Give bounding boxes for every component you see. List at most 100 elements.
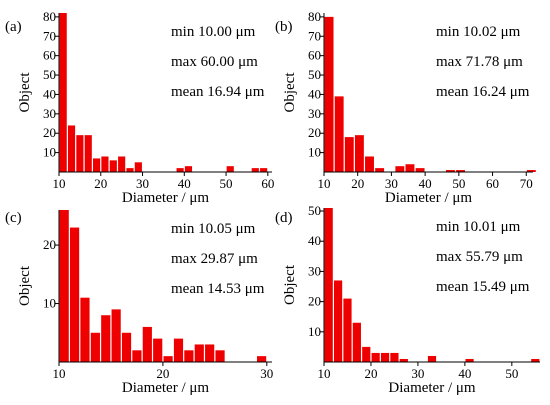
histogram-bar — [405, 164, 415, 172]
histogram-bar — [333, 280, 343, 362]
histogram-bar — [84, 135, 92, 172]
histogram-bar — [344, 137, 354, 172]
histogram-bar — [184, 166, 193, 172]
histogram-bar — [399, 358, 408, 362]
y-axis-label: Object — [282, 264, 298, 305]
histogram-bar — [176, 168, 184, 172]
histogram-bar — [526, 170, 536, 172]
x-tick-label: 10 — [53, 366, 66, 381]
x-axis-label: Diameter / μm — [122, 380, 210, 396]
panel-label: (c) — [5, 210, 22, 226]
histogram-bar — [456, 170, 465, 172]
histogram-bar — [173, 338, 184, 362]
histogram-bar — [445, 170, 455, 172]
histogram-bar — [69, 227, 80, 362]
chart-panel-1: 10 20 30 40 50 60 10 20 30 40 50 60 70 80 Diameter / μ… — [5, 9, 274, 206]
histogram-bar — [67, 125, 76, 172]
histogram-bar — [90, 332, 100, 362]
y-tick-label: 20 — [308, 294, 321, 309]
histogram-bar — [343, 298, 352, 362]
y-tick-label: 30 — [308, 106, 321, 121]
y-axis-label: Object — [17, 72, 33, 113]
y-axis-label: Object — [282, 72, 298, 113]
histogram-bar — [59, 13, 67, 172]
stat-annotation: max 55.79 μm — [436, 249, 523, 265]
stat-annotation: min 10.05 μm — [171, 221, 256, 237]
stat-annotation: mean 15.49 μm — [436, 279, 530, 295]
x-tick-label: 70 — [520, 176, 533, 191]
histogram-bar — [215, 350, 225, 362]
chart-panel-4: 10 20 30 40 50 10 20 30 40 50 Diameter / μm Object (… — [275, 203, 540, 396]
x-tick-label: 30 — [385, 176, 398, 191]
histogram-bar — [427, 355, 437, 362]
histogram-bar — [260, 168, 268, 172]
histogram-bar — [59, 210, 69, 362]
histogram-bar — [257, 356, 267, 362]
x-tick-label: 10 — [53, 176, 66, 191]
y-tick-label: 40 — [308, 86, 321, 101]
x-tick-label: 40 — [458, 366, 471, 381]
x-axis-label: Diameter / μm — [388, 380, 476, 396]
histogram-bar — [101, 315, 111, 362]
histogram-bar — [80, 297, 90, 362]
x-tick-label: 40 — [419, 176, 432, 191]
y-tick-label: 30 — [308, 263, 321, 278]
histogram-bar — [324, 16, 334, 172]
y-tick-label: 20 — [43, 125, 56, 140]
histogram-bar — [118, 156, 126, 172]
histogram-bar — [184, 350, 194, 362]
histogram-bar — [531, 358, 540, 362]
histogram-bar — [142, 326, 152, 362]
y-tick-label: 20 — [43, 237, 56, 252]
y-tick-label: 10 — [308, 324, 321, 339]
chart-panel-2: 10 20 30 40 50 60 70 10 20 30 40 50 60 70 80 Diameter /… — [275, 9, 536, 206]
y-tick-label: 10 — [43, 296, 56, 311]
x-tick-label: 30 — [411, 366, 424, 381]
histogram-bar — [395, 166, 405, 172]
y-tick-label: 80 — [43, 9, 56, 24]
y-tick-label: 20 — [308, 125, 321, 140]
y-tick-label: 60 — [43, 48, 56, 63]
histogram-bar — [375, 168, 385, 172]
histogram-bar — [76, 135, 84, 172]
y-tick-label: 40 — [43, 86, 56, 101]
histogram-bar — [465, 358, 474, 362]
histogram-bar — [251, 168, 259, 172]
y-tick-label: 50 — [308, 67, 321, 82]
histogram-bar — [365, 156, 374, 172]
y-tick-label: 10 — [308, 145, 321, 160]
histogram-bar — [226, 166, 234, 172]
x-tick-label: 30 — [136, 176, 149, 191]
x-tick-label: 50 — [452, 176, 465, 191]
histogram-bar — [134, 162, 142, 172]
histogram-bar — [205, 344, 215, 362]
histogram-bar — [415, 168, 425, 172]
histogram-bar — [132, 350, 142, 362]
panel-label: (d) — [275, 210, 293, 226]
histogram-bar — [194, 344, 204, 362]
x-axis-label: Diameter / μm — [122, 190, 210, 206]
histogram-bar — [153, 338, 163, 362]
x-tick-label: 30 — [260, 366, 273, 381]
x-tick-label: 60 — [261, 176, 274, 191]
histogram-bar — [121, 332, 132, 362]
x-tick-label: 20 — [94, 176, 107, 191]
y-tick-label: 40 — [308, 233, 321, 248]
histogram-bar — [390, 352, 399, 362]
y-tick-label: 10 — [43, 145, 56, 160]
x-tick-label: 40 — [178, 176, 191, 191]
x-tick-label: 10 — [318, 176, 331, 191]
stat-annotation: max 71.78 μm — [436, 54, 523, 70]
stat-annotation: min 10.02 μm — [436, 24, 521, 40]
stat-annotation: mean 16.94 μm — [171, 84, 265, 100]
y-tick-label: 70 — [43, 28, 56, 43]
y-axis-label: Object — [17, 265, 33, 306]
histogram-bar — [126, 168, 134, 172]
y-tick-label: 50 — [308, 203, 321, 218]
x-tick-label: 50 — [505, 366, 518, 381]
histogram-bar — [109, 160, 117, 172]
histogram-bar — [324, 208, 333, 362]
histogram-bar — [334, 96, 344, 172]
histogram-bar — [371, 352, 380, 362]
